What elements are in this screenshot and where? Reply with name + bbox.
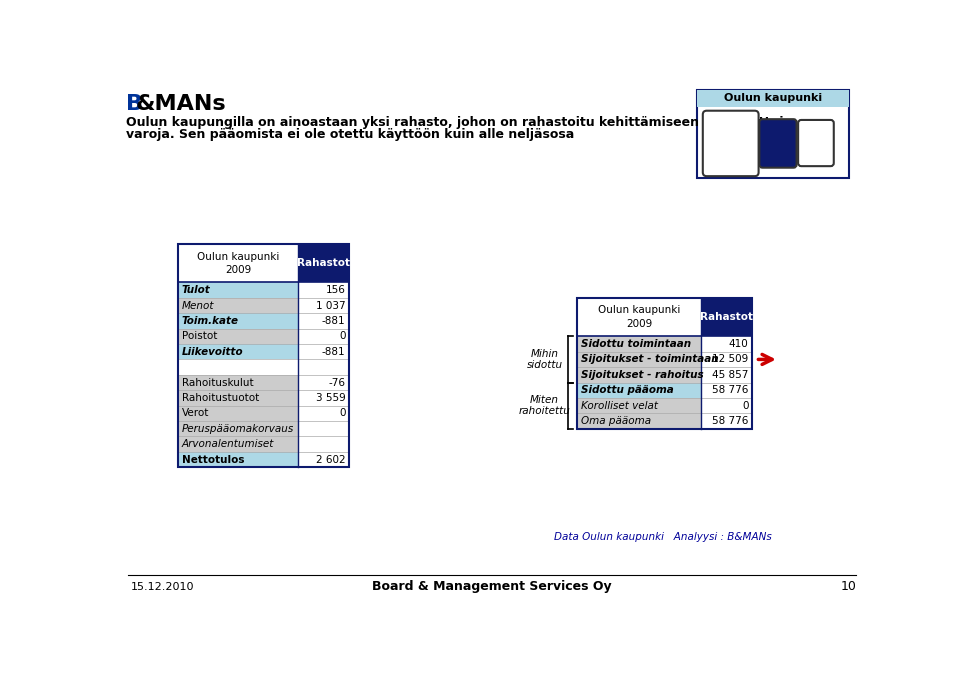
Text: &MANs: &MANs (135, 94, 227, 114)
Bar (577, 298, 701, 336)
Text: Verot: Verot (182, 408, 209, 418)
Text: Korolliset velat: Korolliset velat (581, 401, 659, 410)
Text: -76: -76 (328, 378, 346, 387)
Text: Oulun kaupunki
2009: Oulun kaupunki 2009 (197, 251, 279, 275)
Bar (701, 367, 752, 383)
Text: 0: 0 (742, 401, 749, 410)
Bar (179, 329, 299, 344)
Text: Sijoitukset - toimintaan: Sijoitukset - toimintaan (581, 355, 719, 364)
Bar (179, 421, 299, 436)
Bar (179, 244, 348, 467)
Text: Oulun kaupungilla on ainoastaan yksi rahasto, johon on rahastoitu kehittämiseen : Oulun kaupungilla on ainoastaan yksi rah… (126, 116, 792, 129)
Bar (701, 336, 752, 352)
Bar (179, 244, 299, 283)
Bar (299, 329, 348, 344)
Text: Nettotulos: Nettotulos (182, 454, 245, 465)
Bar (179, 283, 299, 298)
Text: -881: -881 (322, 347, 346, 357)
Bar (299, 406, 348, 421)
Text: 0: 0 (339, 332, 346, 341)
Text: 1 037: 1 037 (316, 301, 346, 311)
Bar (701, 383, 752, 398)
Bar (697, 90, 849, 179)
Text: 3 559: 3 559 (316, 393, 346, 403)
Text: Mihin
sidottu: Mihin sidottu (527, 348, 563, 370)
Text: Board & Management Services Oy: Board & Management Services Oy (372, 580, 612, 593)
Text: 58 776: 58 776 (712, 416, 749, 426)
Bar (299, 390, 348, 406)
Bar (299, 283, 348, 298)
Text: Tulot: Tulot (182, 285, 211, 295)
Text: Peruspääomakorvaus: Peruspääomakorvaus (182, 424, 295, 433)
Text: 12 509: 12 509 (712, 355, 749, 364)
Bar (701, 398, 752, 413)
Text: Oulun kaupunki
2009: Oulun kaupunki 2009 (598, 306, 681, 329)
Bar (701, 352, 752, 367)
Bar (577, 352, 701, 367)
Text: Sidottu toimintaan: Sidottu toimintaan (581, 339, 691, 349)
Text: Oma pääoma: Oma pääoma (581, 416, 651, 426)
Bar (179, 406, 299, 421)
Text: B: B (126, 94, 143, 114)
FancyBboxPatch shape (759, 119, 797, 168)
Bar (577, 383, 701, 398)
Text: 58 776: 58 776 (712, 385, 749, 395)
Text: Poistot: Poistot (182, 332, 217, 341)
Bar (697, 90, 849, 107)
Bar (701, 413, 752, 429)
Bar (179, 344, 299, 359)
Bar (299, 244, 348, 283)
Bar (299, 359, 348, 375)
Bar (179, 375, 299, 390)
Text: 10: 10 (841, 580, 856, 593)
Bar (577, 398, 701, 413)
Bar (577, 298, 752, 429)
Text: 410: 410 (729, 339, 749, 349)
Bar (299, 375, 348, 390)
Text: Menot: Menot (182, 301, 214, 311)
Bar (179, 452, 299, 467)
Bar (577, 413, 701, 429)
Bar (577, 367, 701, 383)
Text: Miten
rahoitettu: Miten rahoitettu (518, 395, 570, 417)
Text: Sijoitukset - rahoitus: Sijoitukset - rahoitus (581, 370, 704, 380)
Bar (299, 313, 348, 329)
Bar (179, 436, 299, 452)
Bar (299, 452, 348, 467)
Bar (577, 298, 752, 429)
Text: 45 857: 45 857 (712, 370, 749, 380)
Text: 2 602: 2 602 (316, 454, 346, 465)
Text: Liikevoitto: Liikevoitto (182, 347, 244, 357)
Bar (179, 390, 299, 406)
FancyBboxPatch shape (798, 120, 834, 166)
FancyBboxPatch shape (703, 111, 758, 176)
Text: Rahoitustuotot: Rahoitustuotot (182, 393, 259, 403)
Bar (701, 298, 752, 336)
Text: Arvonalentumiset: Arvonalentumiset (182, 439, 275, 449)
Bar (299, 436, 348, 452)
Text: -881: -881 (322, 316, 346, 326)
Text: Data Oulun kaupunki   Analyysi : B&MANs: Data Oulun kaupunki Analyysi : B&MANs (554, 531, 772, 542)
Bar (299, 421, 348, 436)
Bar (299, 298, 348, 313)
Text: Rahastot: Rahastot (700, 312, 753, 322)
Bar (179, 244, 348, 467)
Bar (179, 298, 299, 313)
Bar (577, 336, 701, 352)
Text: 0: 0 (339, 408, 346, 418)
Text: Sidottu pääoma: Sidottu pääoma (581, 385, 674, 395)
Text: 15.12.2010: 15.12.2010 (131, 581, 194, 592)
Text: Rahoituskulut: Rahoituskulut (182, 378, 253, 387)
Bar (299, 344, 348, 359)
Bar (179, 313, 299, 329)
Text: Rahastot: Rahastot (297, 258, 350, 268)
Text: Oulun kaupunki: Oulun kaupunki (724, 94, 822, 103)
Text: 156: 156 (325, 285, 346, 295)
Text: varoja. Sen pääomista ei ole otettu käyttöön kuin alle neljäsosa: varoja. Sen pääomista ei ole otettu käyt… (126, 128, 574, 141)
Bar (179, 359, 299, 375)
Text: Toim.kate: Toim.kate (182, 316, 239, 326)
